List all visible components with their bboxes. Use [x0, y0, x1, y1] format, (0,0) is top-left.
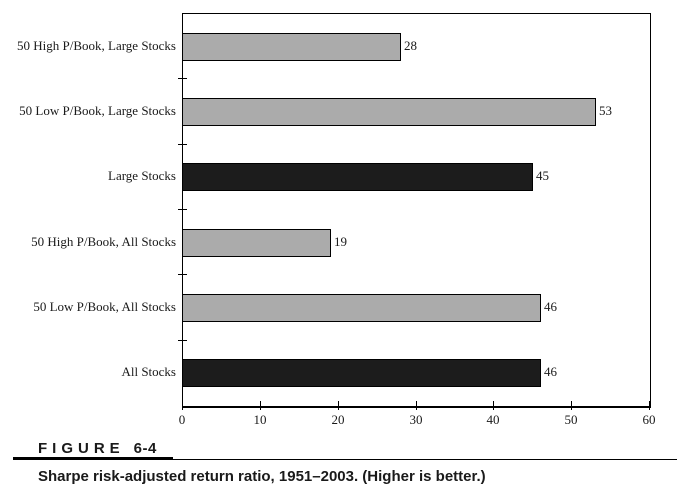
value-label: 45: [536, 168, 549, 183]
x-axis-tick: [260, 401, 261, 410]
value-label: 28: [404, 38, 417, 53]
value-label: 46: [544, 364, 557, 379]
plot-area: [182, 13, 651, 408]
x-tick-label: 10: [253, 412, 267, 427]
category-label: 50 High P/Book, All Stocks: [31, 234, 176, 249]
value-label: 19: [334, 234, 347, 249]
bar: [183, 359, 541, 387]
x-axis-tick: [649, 401, 650, 410]
y-axis-tick: [178, 274, 187, 275]
figure-label-number: 6-4: [133, 440, 157, 457]
x-axis-tick: [182, 401, 183, 410]
bar: [183, 294, 541, 322]
category-label: 50 High P/Book, Large Stocks: [16, 38, 176, 53]
category-label: 50 Low P/Book, All Stocks: [33, 299, 176, 314]
category-label: All Stocks: [121, 364, 176, 379]
y-axis-tick: [178, 340, 187, 341]
bar: [183, 229, 331, 257]
value-label: 53: [599, 103, 612, 118]
x-tick-label: 40: [486, 412, 500, 427]
x-tick-label: 30: [409, 412, 423, 427]
x-axis-tick: [416, 401, 417, 410]
x-tick-label: 0: [178, 412, 186, 427]
category-label: 50 Low P/Book, Large Stocks: [19, 103, 176, 118]
x-axis-tick: [571, 401, 572, 410]
bar: [183, 163, 533, 191]
category-label: Large Stocks: [108, 168, 176, 183]
x-axis-tick: [338, 401, 339, 410]
bar: [183, 98, 596, 126]
figure-caption: Sharpe risk-adjusted return ratio, 1951–…: [38, 468, 486, 485]
y-axis-tick: [178, 144, 187, 145]
y-axis-tick: [178, 209, 187, 210]
bar: [183, 33, 401, 61]
caption-rule-thin: [13, 459, 677, 460]
x-tick-label: 60: [642, 412, 656, 427]
value-label: 46: [544, 299, 557, 314]
x-tick-label: 20: [331, 412, 345, 427]
x-axis-tick: [493, 401, 494, 410]
caption-rule-thick: [13, 457, 173, 460]
figure-label-word: FIGURE: [38, 440, 125, 457]
x-tick-label: 50: [564, 412, 578, 427]
y-axis-tick: [178, 78, 187, 79]
figure-label: FIGURE 6-4: [38, 440, 157, 457]
